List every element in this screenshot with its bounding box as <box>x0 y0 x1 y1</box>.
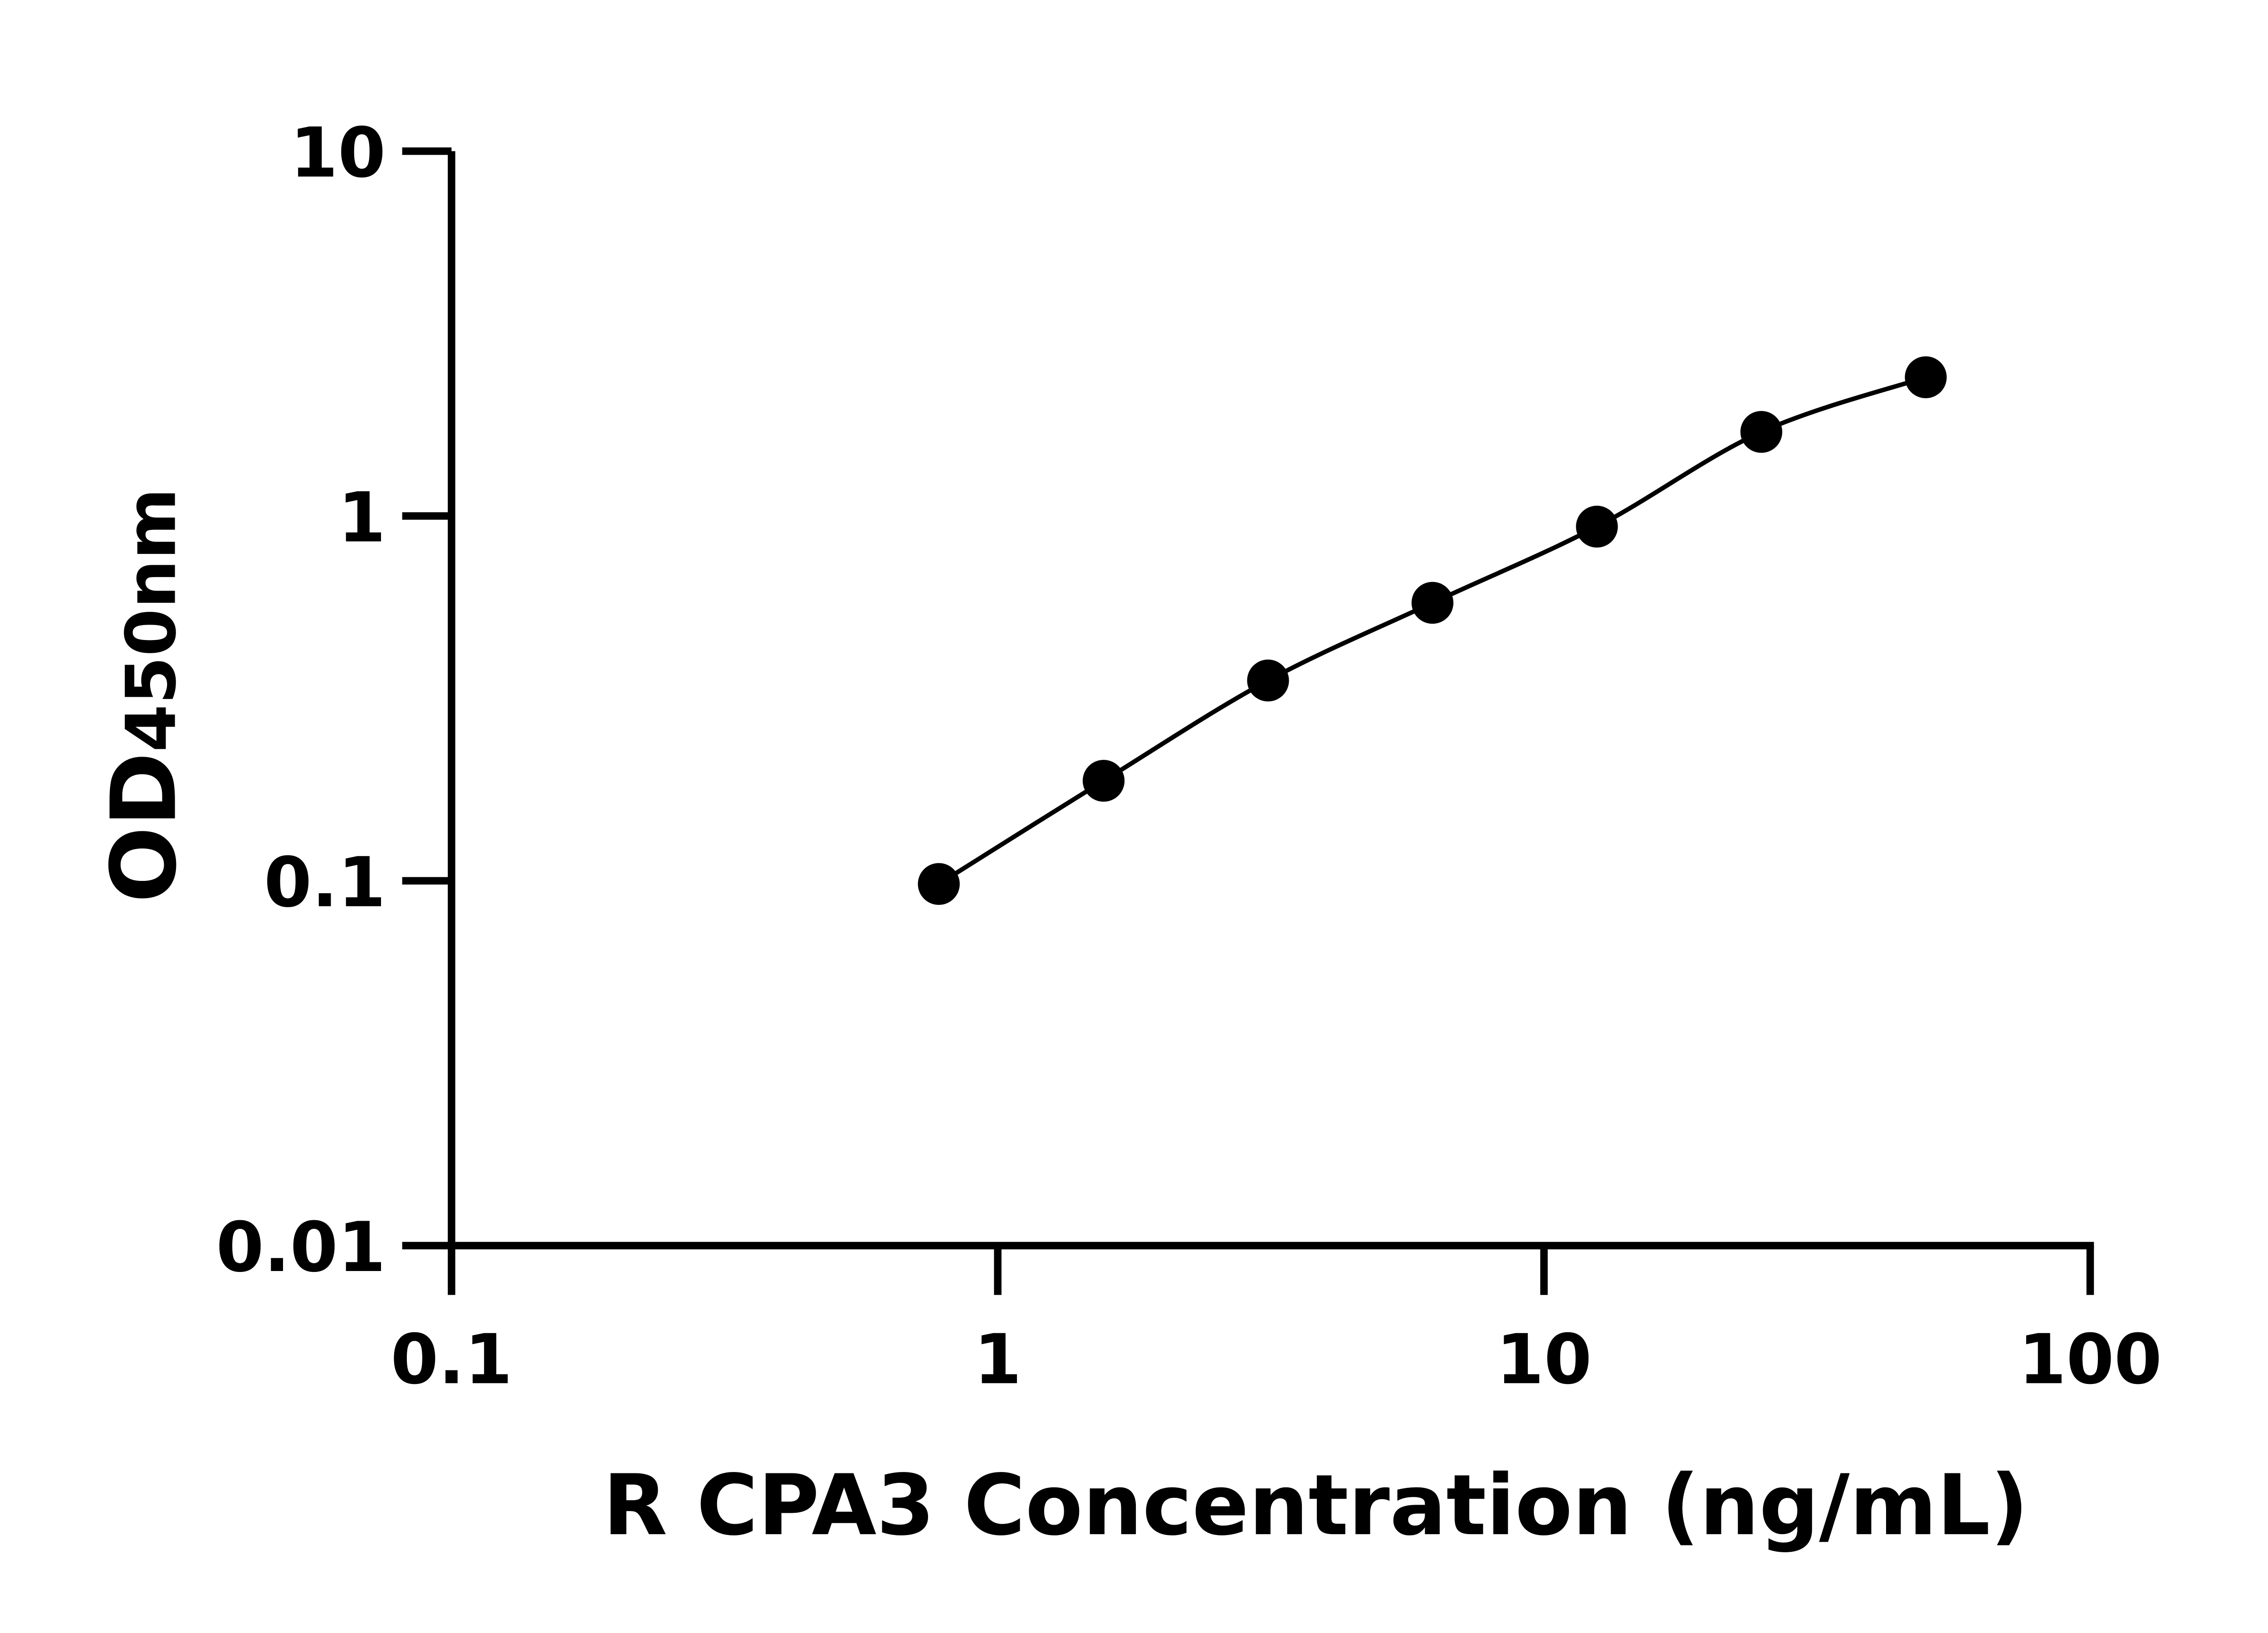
data-points <box>918 356 1947 905</box>
data-point <box>918 863 960 905</box>
x-tick-label: 0.1 <box>391 1319 513 1399</box>
data-point <box>1740 411 1783 453</box>
fit-curve-group <box>938 375 1927 886</box>
data-point <box>1411 582 1454 624</box>
y-tick-label: 10 <box>290 112 386 193</box>
data-point <box>1576 505 1618 548</box>
x-tick-label: 10 <box>1496 1319 1592 1399</box>
y-tick-label: 0.01 <box>216 1207 386 1287</box>
x-axis-label: R CPA3 Concentration (ng/mL) <box>603 1457 2028 1554</box>
data-point <box>1247 660 1289 702</box>
y-tick-label: 1 <box>338 478 386 558</box>
y-axis-label: OD450nm <box>92 488 196 903</box>
x-tick-label: 100 <box>2019 1319 2162 1399</box>
y-axis-label-sub: 450nm <box>111 488 191 752</box>
x-tick-label: 1 <box>974 1319 1022 1399</box>
data-point <box>1082 760 1125 802</box>
y-tick-label: 0.1 <box>264 842 386 923</box>
fit-curve <box>938 375 1927 886</box>
data-point <box>1905 356 1947 398</box>
y-axis-label-main: OD <box>92 752 196 903</box>
